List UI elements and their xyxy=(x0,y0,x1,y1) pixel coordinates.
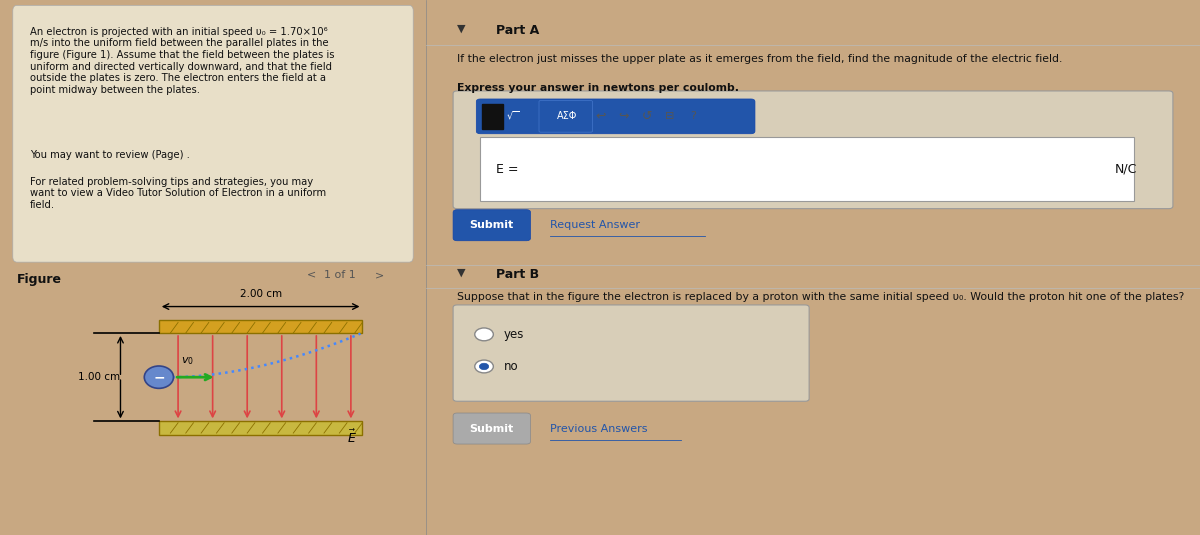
Text: AΣΦ: AΣΦ xyxy=(557,111,577,121)
FancyBboxPatch shape xyxy=(476,99,755,134)
Text: An electron is projected with an initial speed υ₀ = 1.70×10⁶
m/s into the unifor: An electron is projected with an initial… xyxy=(30,27,335,95)
Text: Express your answer in newtons per coulomb.: Express your answer in newtons per coulo… xyxy=(457,83,739,93)
FancyBboxPatch shape xyxy=(454,91,1172,209)
Text: yes: yes xyxy=(504,328,523,341)
Text: $\sqrt{\ }$: $\sqrt{\ }$ xyxy=(506,110,521,123)
Text: For related problem-solving tips and strategies, you may
want to view a Video Tu: For related problem-solving tips and str… xyxy=(30,177,326,210)
Text: ↩: ↩ xyxy=(595,110,606,123)
Circle shape xyxy=(480,363,488,370)
Text: N/C: N/C xyxy=(1115,163,1138,175)
Text: Request Answer: Request Answer xyxy=(550,220,640,230)
FancyBboxPatch shape xyxy=(454,210,530,241)
Text: ↺: ↺ xyxy=(641,110,652,123)
Text: Part B: Part B xyxy=(496,268,539,280)
Text: Part A: Part A xyxy=(496,24,539,37)
FancyBboxPatch shape xyxy=(13,5,413,262)
Text: If the electron just misses the upper plate as it emerges from the field, find t: If the electron just misses the upper pl… xyxy=(457,54,1062,64)
Text: ?: ? xyxy=(690,111,696,121)
Text: 2.00 cm: 2.00 cm xyxy=(240,289,282,299)
Text: Submit: Submit xyxy=(469,424,514,433)
Bar xyxy=(481,104,504,129)
Text: >: > xyxy=(374,270,384,280)
FancyBboxPatch shape xyxy=(454,305,809,401)
Circle shape xyxy=(475,360,493,373)
Text: You may want to review (Page) .: You may want to review (Page) . xyxy=(30,150,190,160)
Text: E =: E = xyxy=(496,163,518,175)
Text: $\vec{E}$: $\vec{E}$ xyxy=(347,429,356,446)
FancyBboxPatch shape xyxy=(454,413,530,444)
Circle shape xyxy=(144,366,174,388)
Text: ▼: ▼ xyxy=(457,24,466,34)
FancyBboxPatch shape xyxy=(539,101,593,132)
Text: 1 of 1: 1 of 1 xyxy=(324,270,355,280)
Text: Previous Answers: Previous Answers xyxy=(550,424,647,433)
Text: Submit: Submit xyxy=(469,220,514,230)
Bar xyxy=(158,422,362,434)
Text: $v_0$: $v_0$ xyxy=(181,355,194,367)
Text: ▼: ▼ xyxy=(457,268,466,278)
Text: no: no xyxy=(504,360,518,373)
Text: 1.00 cm: 1.00 cm xyxy=(78,372,120,382)
Text: −: − xyxy=(154,370,164,384)
Bar xyxy=(158,320,362,333)
Text: ⊟: ⊟ xyxy=(665,111,674,121)
Text: Suppose that in the figure the electron is replaced by a proton with the same in: Suppose that in the figure the electron … xyxy=(457,292,1184,302)
FancyBboxPatch shape xyxy=(480,137,1134,201)
Circle shape xyxy=(475,328,493,341)
Text: ↪: ↪ xyxy=(618,110,629,123)
Text: <: < xyxy=(307,270,319,280)
Text: Figure: Figure xyxy=(17,273,62,286)
